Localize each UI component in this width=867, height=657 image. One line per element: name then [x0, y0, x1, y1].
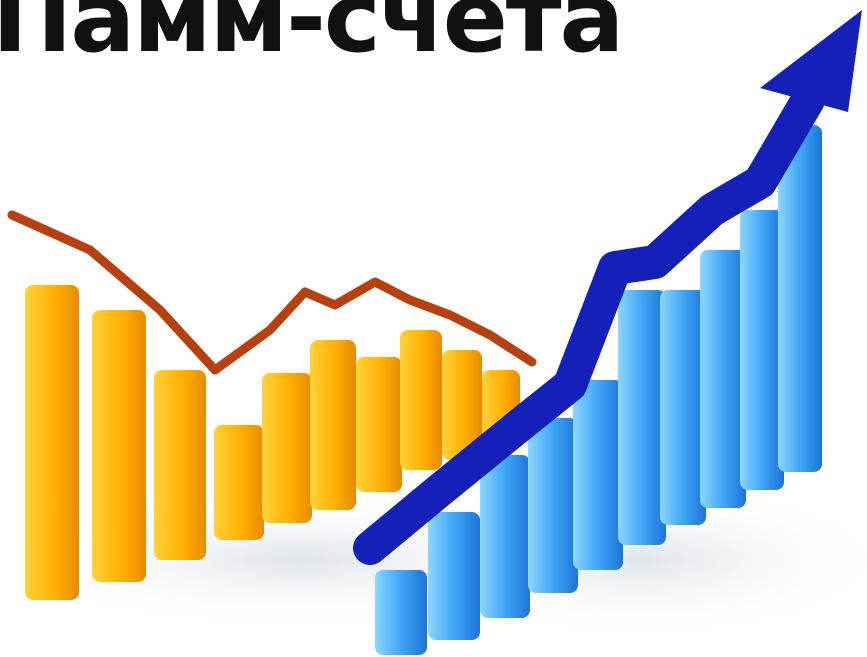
blue-bar	[618, 290, 666, 545]
blue-bar	[480, 455, 530, 618]
orange-bar	[310, 340, 356, 510]
orange-bar	[356, 357, 402, 492]
orange-bar	[400, 330, 442, 470]
blue-bar	[660, 290, 706, 525]
blue-bars	[375, 125, 822, 655]
orange-bar	[154, 370, 206, 560]
blue-bar	[428, 512, 480, 640]
up-arrow-icon	[353, 10, 862, 565]
down-trend-line	[7, 210, 537, 375]
orange-bar	[92, 310, 146, 582]
orange-bar	[262, 373, 312, 523]
orange-bar	[214, 425, 264, 540]
blue-bar	[740, 210, 784, 490]
blue-bar	[573, 380, 623, 570]
orange-bar	[442, 350, 482, 460]
page-title: Памм-счета	[0, 0, 624, 74]
blue-bar	[528, 418, 578, 593]
orange-bar	[25, 285, 79, 600]
blue-bar	[700, 250, 746, 508]
blue-bar	[375, 570, 427, 655]
blue-bar	[778, 125, 822, 472]
